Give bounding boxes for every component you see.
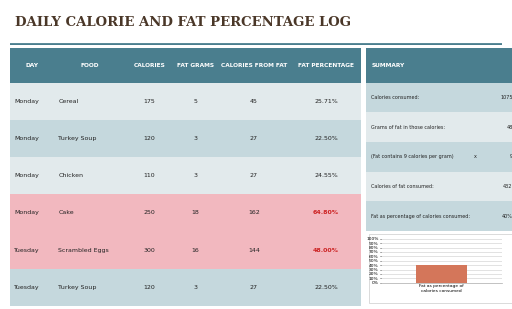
Text: FAT PERCENTAGE: FAT PERCENTAGE bbox=[298, 63, 354, 68]
Bar bbox=[366, 83, 512, 112]
Text: 120: 120 bbox=[144, 285, 156, 290]
Bar bbox=[366, 142, 512, 172]
Text: 27: 27 bbox=[250, 136, 258, 141]
Text: DAILY CALORIE AND FAT PERCENTAGE LOG: DAILY CALORIE AND FAT PERCENTAGE LOG bbox=[15, 15, 351, 29]
Bar bbox=[366, 112, 512, 142]
Bar bbox=[10, 194, 361, 231]
Text: 16: 16 bbox=[191, 248, 199, 253]
Bar bbox=[416, 265, 467, 283]
Text: Cereal: Cereal bbox=[58, 99, 78, 104]
Text: 27: 27 bbox=[250, 173, 258, 178]
Text: 5: 5 bbox=[194, 99, 197, 104]
Text: 3: 3 bbox=[193, 173, 197, 178]
Text: Fat as percentage of calories consumed:: Fat as percentage of calories consumed: bbox=[371, 214, 470, 219]
Text: 27: 27 bbox=[250, 285, 258, 290]
Bar bbox=[10, 231, 361, 269]
Text: DAY: DAY bbox=[26, 63, 39, 68]
Text: Turkey Soup: Turkey Soup bbox=[58, 136, 97, 141]
Text: Monday: Monday bbox=[14, 210, 39, 215]
Text: x: x bbox=[474, 154, 476, 159]
Bar bbox=[10, 269, 361, 306]
Text: 9: 9 bbox=[509, 154, 512, 159]
Text: 250: 250 bbox=[144, 210, 156, 215]
Text: FOOD: FOOD bbox=[81, 63, 99, 68]
Text: Turkey Soup: Turkey Soup bbox=[58, 285, 97, 290]
Text: 18: 18 bbox=[191, 210, 199, 215]
Text: Monday: Monday bbox=[14, 99, 39, 104]
Text: (Fat contains 9 calories per gram): (Fat contains 9 calories per gram) bbox=[371, 154, 453, 159]
Text: 25.71%: 25.71% bbox=[314, 99, 338, 104]
Bar bbox=[10, 83, 361, 120]
Text: 24.55%: 24.55% bbox=[314, 173, 338, 178]
Text: 45: 45 bbox=[250, 99, 258, 104]
Bar bbox=[10, 48, 361, 83]
Bar bbox=[366, 48, 512, 83]
Text: 22.50%: 22.50% bbox=[314, 285, 338, 290]
Text: Monday: Monday bbox=[14, 173, 39, 178]
Text: Calories of fat consumed:: Calories of fat consumed: bbox=[371, 184, 433, 189]
Text: 144: 144 bbox=[248, 248, 260, 253]
Text: 48: 48 bbox=[506, 125, 512, 130]
Text: Scrambled Eggs: Scrambled Eggs bbox=[58, 248, 109, 253]
Bar bbox=[369, 234, 512, 303]
Text: Grams of fat in those calories:: Grams of fat in those calories: bbox=[371, 125, 444, 130]
Text: Tuesday: Tuesday bbox=[14, 248, 40, 253]
Text: Tuesday: Tuesday bbox=[14, 285, 40, 290]
Text: 1075: 1075 bbox=[500, 95, 512, 100]
Text: 40%: 40% bbox=[502, 214, 512, 219]
Text: Calories consumed:: Calories consumed: bbox=[371, 95, 419, 100]
Text: 3: 3 bbox=[193, 136, 197, 141]
Text: 175: 175 bbox=[144, 99, 156, 104]
Bar bbox=[366, 201, 512, 231]
Text: 64.80%: 64.80% bbox=[313, 210, 339, 215]
Text: Chicken: Chicken bbox=[58, 173, 83, 178]
Text: 48.00%: 48.00% bbox=[313, 248, 339, 253]
Bar bbox=[366, 172, 512, 201]
Text: Cake: Cake bbox=[58, 210, 74, 215]
Text: 120: 120 bbox=[144, 136, 156, 141]
Text: 3: 3 bbox=[193, 285, 197, 290]
Text: 432: 432 bbox=[503, 184, 512, 189]
Text: SUMMARY: SUMMARY bbox=[372, 63, 406, 68]
Text: FAT GRAMS: FAT GRAMS bbox=[177, 63, 214, 68]
Text: 162: 162 bbox=[248, 210, 260, 215]
Text: CALORIES FROM FAT: CALORIES FROM FAT bbox=[221, 63, 287, 68]
Bar bbox=[10, 120, 361, 157]
Text: 110: 110 bbox=[144, 173, 156, 178]
Text: Monday: Monday bbox=[14, 136, 39, 141]
Bar bbox=[10, 157, 361, 194]
Text: 300: 300 bbox=[144, 248, 156, 253]
Text: 22.50%: 22.50% bbox=[314, 136, 338, 141]
Text: CALORIES: CALORIES bbox=[134, 63, 165, 68]
